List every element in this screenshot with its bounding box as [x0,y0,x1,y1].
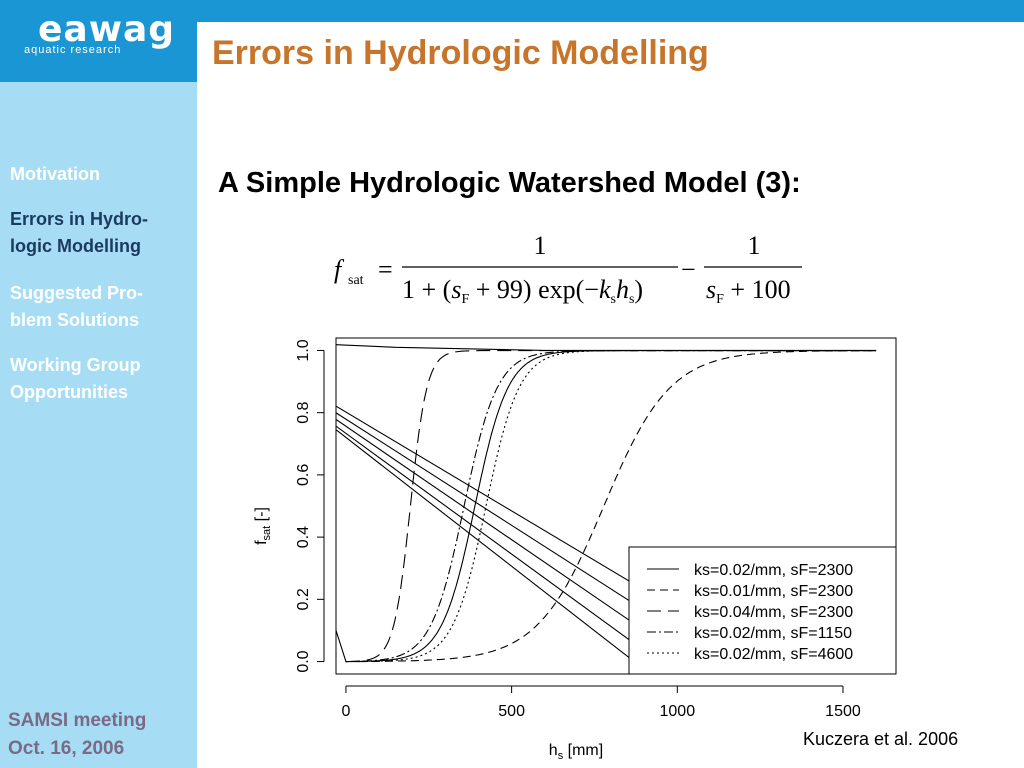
x-tick-label-500: 500 [498,703,525,720]
sidebar: Motivation Errors in Hydro- logic Modell… [0,82,197,768]
legend-label-4: ks=0.02/mm, sF=1150 [694,625,852,642]
curve-series-2 [345,350,877,663]
low-start-line [336,628,366,663]
logo: eawag aquatic research [0,0,197,82]
fsat-chart: 0 500 1000 1500 0.0 0.2 0.4 0.6 0.8 1.0 hs [mm] fsa… [253,337,897,760]
straight-line-series-5 [336,429,645,670]
top-banner [0,0,1024,22]
citation: Kuczera et al. 2006 [803,729,959,749]
sidebar-item-motivation[interactable]: Motivation [10,164,100,184]
meeting-note: SAMSI meeting Oct. 16, 2006 [8,710,147,759]
legend-label-3: ks=0.04/mm, sF=2300 [694,604,853,621]
slide-title: Errors in Hydrologic Modelling [212,34,709,72]
section-heading: A Simple Hydrologic Watershed Model (3): [218,167,801,199]
straight-line-series-4 [336,425,645,652]
formula-num2: 1 [748,231,761,260]
logo-tagline: aquatic research [24,44,122,56]
formula-den1: 1 + (sF + 99) exp(−kshs) [402,275,643,307]
legend-label-2: ks=0.01/mm, sF=2300 [694,583,853,600]
sidebar-item-opportunities[interactable]: Working Group Opportunities [10,355,141,402]
formula-lhs-sub: sat [348,273,364,288]
x-tick-label-0: 0 [341,703,350,720]
x-axis-label: hs [mm] [549,742,603,760]
y-tick-label-1: 1.0 [295,339,312,361]
y-tick-label-0.8: 0.8 [295,401,312,423]
y-tick-label-0: 0.0 [295,650,312,672]
y-axis-label: fsat [-] [253,507,273,545]
sidebar-item-errors[interactable]: Errors in Hydro- logic Modelling [10,209,149,256]
formula-den2: sF + 100 [706,275,791,307]
formula-minus: − [681,255,696,284]
y-tick-label-0.6: 0.6 [295,464,312,486]
straight-line-series-1 [336,405,645,591]
y-tick-label-0.2: 0.2 [295,588,312,610]
sidebar-item-solutions[interactable]: Suggested Pro- blem Solutions [10,283,144,330]
straight-line-series-2 [336,412,645,611]
formula-num1: 1 [534,231,547,260]
x-tick-label-1000: 1000 [660,703,696,720]
fsat-formula: f sat = 1 1 + (sF + 99) exp(−kshs) − 1 s… [334,231,802,307]
legend-label-1: ks=0.02/mm, sF=2300 [694,562,853,579]
legend-label-5: ks=0.02/mm, sF=4600 [694,646,853,663]
logo-wordmark: eawag [38,9,176,50]
y-tick-label-0.4: 0.4 [295,526,312,548]
straight-line-series-3 [336,418,645,631]
x-tick-label-1500: 1500 [825,703,861,720]
formula-lhs: f [334,255,345,284]
formula-equals: = [378,255,393,284]
plateau-line [336,344,877,351]
plot-frame [335,337,897,675]
